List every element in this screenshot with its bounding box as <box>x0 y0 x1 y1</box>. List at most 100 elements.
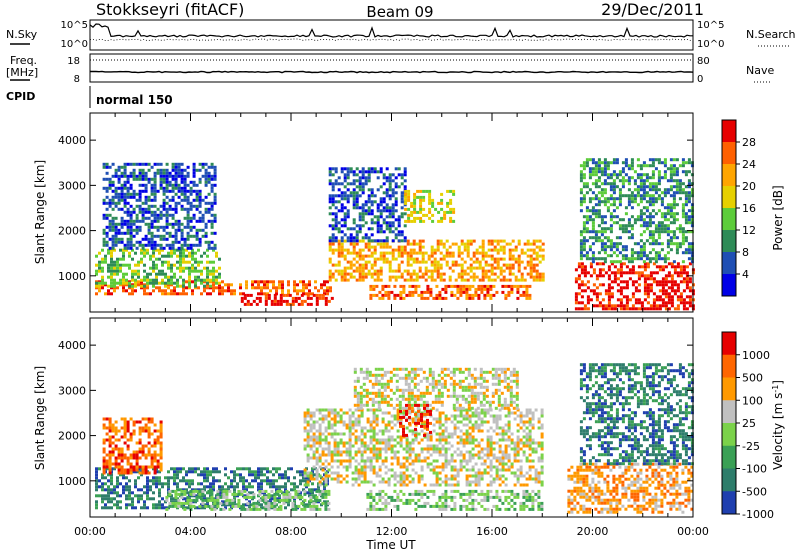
velocity-cell <box>318 465 322 469</box>
power-cell <box>417 284 421 288</box>
power-cell <box>324 296 328 300</box>
power-cell <box>204 171 208 175</box>
velocity-cell <box>345 447 349 451</box>
velocity-cell <box>138 426 142 430</box>
power-cell <box>636 257 640 261</box>
power-cell <box>460 272 464 276</box>
power-cell <box>667 274 671 278</box>
power-cell <box>670 304 674 308</box>
power-cell <box>373 248 377 252</box>
power-cell <box>221 286 224 290</box>
power-cell <box>170 263 173 267</box>
power-cell <box>367 176 371 180</box>
power-cell <box>183 168 187 172</box>
power-cell <box>684 218 688 222</box>
power-cell <box>210 183 214 187</box>
power-cell <box>210 222 214 226</box>
power-cell <box>669 170 673 174</box>
power-cell <box>493 239 497 243</box>
power-cell <box>114 231 118 235</box>
power-cell <box>123 165 127 169</box>
power-cell <box>111 195 115 199</box>
velocity-cell <box>201 489 205 493</box>
power-cell <box>138 192 142 196</box>
velocity-cell <box>225 498 229 502</box>
velocity-cell <box>339 459 343 463</box>
power-cell <box>586 271 590 275</box>
power-cell <box>681 161 685 165</box>
power-cell <box>535 272 539 276</box>
velocity-cell <box>159 453 163 457</box>
power-cell <box>615 173 619 177</box>
velocity-cell <box>134 485 137 489</box>
power-cell <box>376 224 380 228</box>
power-cell <box>367 236 371 240</box>
power-cell <box>600 161 604 165</box>
velocity-cell <box>321 408 325 412</box>
power-cell <box>299 280 302 284</box>
power-cell <box>604 292 608 296</box>
power-cell <box>194 269 197 273</box>
power-cell <box>594 230 598 234</box>
velocity-cell <box>324 474 328 478</box>
power-cell <box>594 215 598 219</box>
power-cell <box>633 197 637 201</box>
power-cell <box>535 278 539 282</box>
power-cell <box>385 176 389 180</box>
power-cell <box>385 239 389 243</box>
power-cell <box>681 188 685 192</box>
power-cell <box>279 299 283 303</box>
velocity-cell <box>375 471 379 475</box>
power-cell <box>414 284 418 288</box>
power-cell <box>382 197 386 201</box>
velocity-cell <box>108 435 112 439</box>
power-cell <box>221 280 224 284</box>
velocity-cell <box>264 495 268 499</box>
velocity-cell <box>303 471 307 475</box>
power-cell <box>293 289 296 293</box>
velocity-cell <box>101 473 104 477</box>
power-cell <box>334 239 338 243</box>
velocity-cell <box>210 498 214 502</box>
velocity-cell <box>336 444 340 448</box>
velocity-cell <box>117 438 121 442</box>
power-cell <box>664 265 668 269</box>
power-cell <box>367 167 371 171</box>
power-cell <box>158 272 161 276</box>
velocity-cell <box>129 453 133 457</box>
velocity-cell <box>165 507 169 511</box>
power-cell <box>203 289 206 293</box>
velocity-cell <box>218 485 221 489</box>
power-cell <box>385 251 389 255</box>
power-cell <box>161 289 164 293</box>
velocity-cell <box>303 504 307 508</box>
velocity-cell <box>357 477 361 481</box>
power-cell <box>201 165 205 169</box>
power-cell <box>541 257 545 261</box>
power-cell <box>224 283 227 287</box>
power-cell <box>125 283 128 287</box>
velocity-cell <box>215 470 218 474</box>
power-cell <box>287 292 290 296</box>
velocity-cell <box>308 476 311 480</box>
power-cell <box>165 213 169 217</box>
power-cell <box>174 207 178 211</box>
power-cell <box>651 194 655 198</box>
velocity-cell <box>330 459 334 463</box>
power-cell <box>150 231 154 235</box>
power-cell <box>328 239 332 243</box>
power-cell <box>331 185 335 189</box>
power-cell <box>397 218 401 222</box>
power-cell <box>376 230 380 234</box>
power-cell <box>143 286 146 290</box>
power-cell <box>462 287 466 291</box>
power-cell <box>681 260 685 264</box>
power-cell <box>95 272 98 276</box>
velocity-cell <box>363 450 367 454</box>
power-cell <box>382 173 386 177</box>
power-cell <box>601 307 605 311</box>
velocity-cell <box>95 467 98 471</box>
velocity-cell <box>236 467 239 471</box>
velocity-cell <box>354 435 358 439</box>
power-cell <box>340 206 344 210</box>
